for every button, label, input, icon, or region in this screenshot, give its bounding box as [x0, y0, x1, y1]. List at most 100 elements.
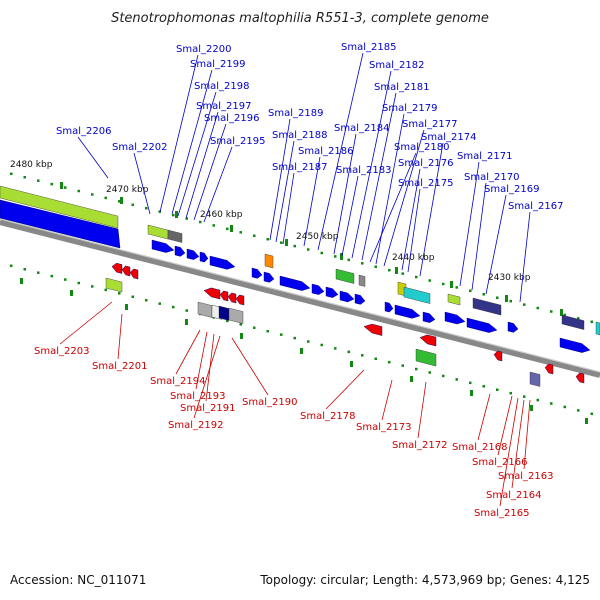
reverse-gene-arrow [493, 350, 503, 362]
reverse-gene-arrow [219, 290, 229, 302]
tick-mark [77, 281, 80, 285]
tick-mark [482, 293, 485, 296]
genome-backbone [0, 218, 600, 378]
reverse-gene-label: Smal_2165 [474, 508, 529, 519]
tick-mark [577, 317, 580, 320]
tick-mark [10, 172, 13, 176]
cog-box [595, 321, 600, 336]
reverse-gene-leader [195, 331, 208, 390]
forward-gene-label: Smal_2202 [112, 142, 167, 153]
reverse-gene-leader [477, 393, 491, 441]
forward-gene-leader [317, 52, 364, 251]
cog-box [105, 277, 123, 293]
forward-gene-label: Smal_2177 [402, 119, 457, 130]
reverse-gene-arrow [121, 265, 131, 277]
tick-mark [91, 285, 94, 288]
major-tick-mark [185, 319, 188, 325]
reverse-gene-label: Smal_2203 [34, 346, 89, 357]
cog-box [147, 224, 169, 240]
tick-mark [185, 309, 188, 312]
forward-gene-label: Smal_2197 [196, 101, 251, 112]
tick-mark [496, 388, 499, 391]
tick-mark [509, 299, 512, 303]
tick-mark [415, 367, 418, 371]
forward-gene-label: Smal_2179 [382, 103, 437, 114]
major-tick-mark [470, 390, 473, 396]
tick-mark [347, 258, 350, 262]
tick-mark [563, 405, 566, 409]
scale-labels-layer: 2480 kbp 2470 kbp 2460 kbp 2450 kbp 2440 kbp… [10, 160, 531, 283]
tick-mark [50, 182, 53, 186]
forward-gene-label: Smal_2196 [204, 113, 259, 124]
scale-label: 2450 kbp [296, 232, 339, 242]
accession-text: Accession: NC_011071 [10, 573, 147, 587]
forward-gene-label: Smal_2198 [194, 81, 249, 92]
forward-gene-leader [419, 142, 444, 277]
cog-box [529, 371, 541, 387]
tick-mark [37, 271, 40, 274]
reverse-gene-label: Smal_2164 [486, 490, 541, 501]
tick-mark [347, 350, 350, 354]
reverse-gene-leader [117, 313, 123, 360]
tick-mark [428, 279, 431, 282]
tick-mark [563, 313, 566, 317]
forward-gene-arrow [394, 304, 421, 319]
reverse-gene-label: Smal_2172 [392, 440, 447, 451]
major-tick-mark [505, 295, 508, 302]
forward-gene-arrow [559, 337, 591, 353]
reverse-gene-leader [499, 397, 519, 507]
tick-mark [388, 268, 391, 272]
tick-mark [509, 391, 512, 395]
reverse-gene-label: Smal_2168 [452, 442, 507, 453]
forward-gene-arrow [174, 245, 186, 257]
forward-gene-arrow [507, 321, 519, 333]
tick-mark [536, 398, 539, 402]
tick-mark [158, 302, 161, 305]
forward-gene-leader [471, 182, 487, 291]
tick-mark [37, 179, 40, 182]
tick-mark [226, 227, 229, 231]
tick-mark [239, 231, 242, 234]
reverse-gene-leader [59, 301, 113, 345]
forward-gene-arrow [354, 293, 366, 305]
tick-mark [550, 310, 553, 313]
tick-mark [172, 305, 175, 309]
forward-gene-leader [383, 129, 425, 267]
reverse-gene-label: Smal_2163 [498, 471, 553, 482]
tick-mark [253, 234, 256, 238]
forward-gene-arrow [263, 271, 275, 283]
tick-mark [172, 213, 175, 217]
forward-gene-label: Smal_2171 [457, 151, 512, 162]
reverse-gene-leader [511, 399, 525, 489]
reverse-gene-arrow [129, 268, 139, 280]
tick-mark [482, 385, 485, 388]
forward-gene-leader [185, 111, 219, 219]
tick-mark [523, 303, 526, 306]
forward-gene-leader [193, 123, 227, 221]
reverse-gene-leader [417, 381, 427, 439]
tick-mark [455, 378, 458, 381]
tick-mark [91, 193, 94, 196]
tick-mark [401, 272, 404, 275]
forward-gene-leader [351, 70, 392, 259]
cog-boxes-layer [0, 185, 600, 387]
major-tick-mark [410, 376, 413, 382]
reverse-gene-arrow [203, 287, 221, 300]
scale-label: 2470 kbp [106, 185, 149, 195]
forward-gene-leader [269, 118, 291, 241]
forward-gene-arrow [339, 290, 355, 303]
tick-mark [23, 267, 26, 271]
ticks-layer [10, 172, 593, 424]
backbone-highlight [0, 218, 600, 373]
forward-gene-label: Smal_2184 [334, 123, 389, 134]
tick-mark [199, 220, 202, 224]
forward-gene-arrow [466, 317, 498, 333]
major-tick-mark [120, 197, 123, 204]
tick-mark [280, 241, 283, 244]
tick-mark [361, 354, 364, 357]
cog-box [0, 185, 119, 229]
tick-mark [10, 264, 13, 268]
forward-gene-arrow [422, 311, 436, 323]
